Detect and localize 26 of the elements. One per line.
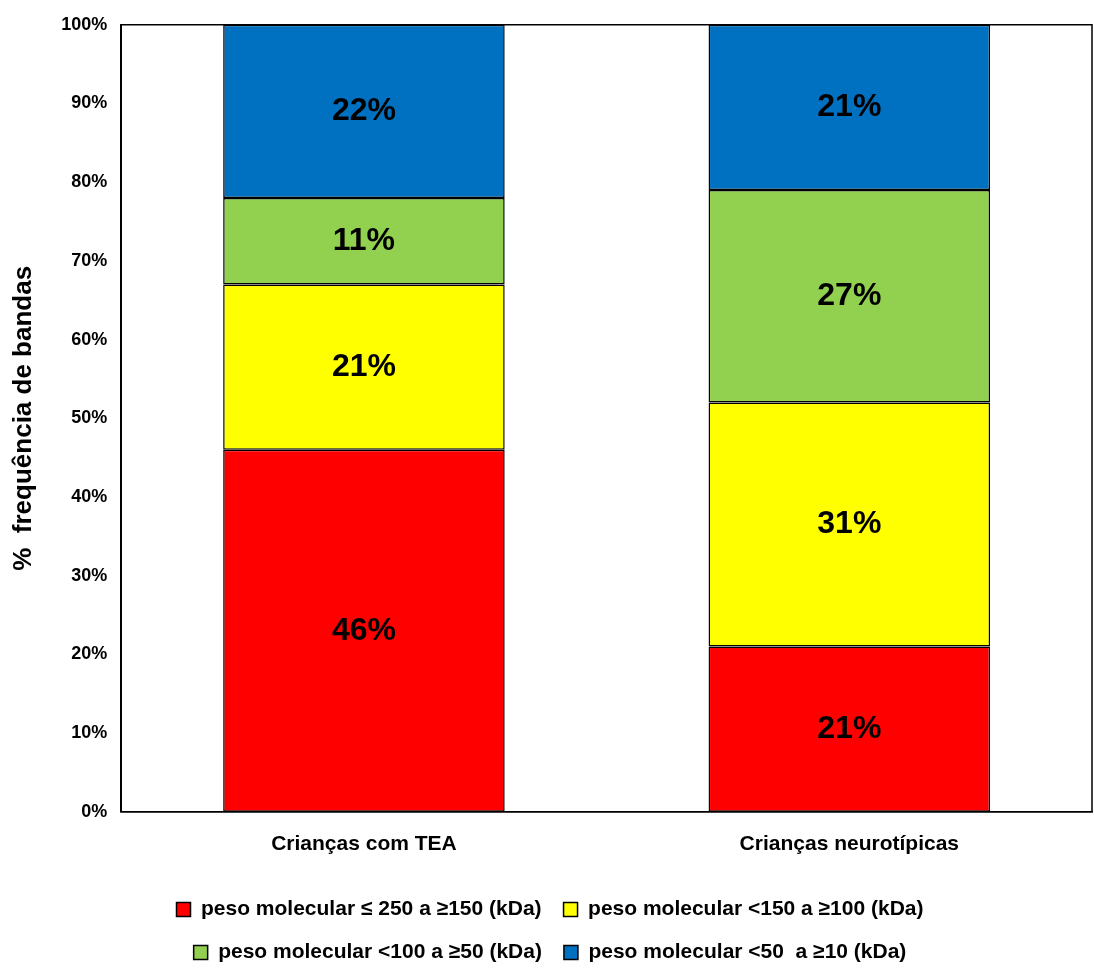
y-tick-label: 100% — [61, 13, 108, 34]
x-tick-label: Crianças com TEA — [271, 831, 457, 855]
y-tick-label: 80% — [71, 171, 108, 192]
y-tick-label: 0% — [81, 800, 108, 821]
data-label: 21% — [817, 87, 882, 124]
data-label: 22% — [331, 91, 396, 128]
legend-label: peso molecular <100 a ≥50 (kDa) — [218, 939, 542, 963]
y-tick-label: 20% — [71, 643, 108, 664]
y-tick-label: 90% — [71, 92, 108, 113]
data-label: 21% — [331, 346, 396, 383]
legend-label: peso molecular <150 a ≥100 (kDa) — [588, 896, 924, 920]
y-tick-label: 10% — [71, 722, 108, 743]
y-tick-label: 50% — [71, 407, 108, 428]
data-label: 11% — [332, 221, 396, 258]
y-tick-label: 60% — [71, 328, 108, 349]
y-tick-label: 70% — [71, 249, 108, 270]
y-axis-title: % frequência de bandas — [6, 265, 37, 571]
y-tick-label: 30% — [71, 564, 108, 585]
legend-label: peso molecular <50 a ≥10 (kDa) — [588, 939, 907, 963]
data-label: 31% — [817, 504, 882, 541]
x-tick-label: Crianças neurotípicas — [739, 831, 960, 855]
data-label: 27% — [817, 276, 882, 313]
legend-label: peso molecular ≤ 250 a ≥150 (kDa) — [201, 896, 542, 920]
y-tick-label: 40% — [71, 485, 108, 506]
data-label: 46% — [331, 610, 396, 647]
data-label: 21% — [817, 708, 882, 745]
